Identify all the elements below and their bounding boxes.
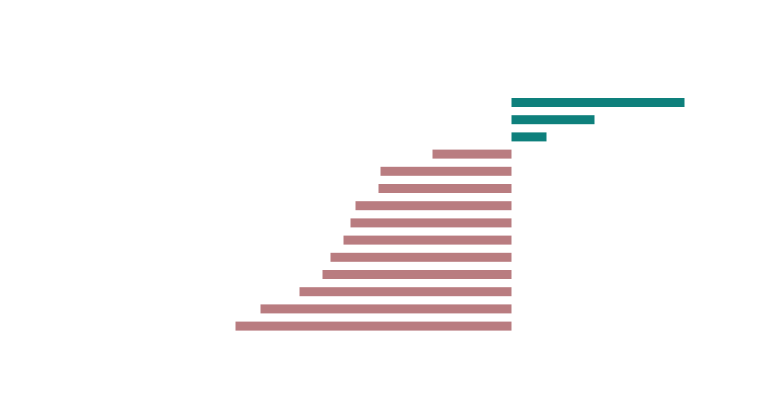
bar-6 <box>378 184 512 193</box>
bar-9 <box>343 235 512 245</box>
bar-10 <box>330 252 512 262</box>
bar-2 <box>511 115 595 125</box>
bar-13 <box>260 304 512 314</box>
bar-5 <box>380 166 512 176</box>
bar-1 <box>511 98 685 107</box>
bar-14 <box>235 321 512 331</box>
bar-11 <box>322 270 512 279</box>
bar-4 <box>432 149 512 159</box>
bar-12 <box>299 287 512 297</box>
bar-3 <box>511 132 547 142</box>
bar-7 <box>355 201 512 211</box>
bar-8 <box>350 218 512 228</box>
